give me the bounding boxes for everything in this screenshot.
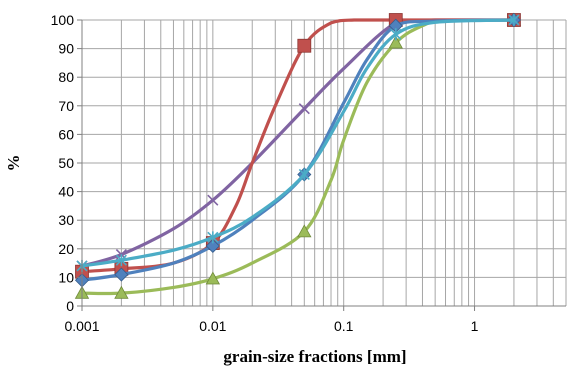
- x-axis-title: grain-size fractions [mm]: [223, 347, 406, 366]
- x-marker: [207, 194, 219, 206]
- y-tick-label: 90: [58, 41, 74, 57]
- grid-lines: [81, 19, 567, 307]
- y-tick-label: 0: [66, 298, 74, 314]
- x-marker: [298, 103, 310, 115]
- y-tick-label: 80: [58, 69, 74, 85]
- series-layer: [74, 12, 522, 299]
- star-marker: [390, 28, 402, 41]
- x-tick-label: 0.01: [199, 318, 226, 334]
- diamond-marker: [114, 267, 129, 282]
- series-line: [80, 18, 516, 274]
- x-tick-label: 0.001: [64, 318, 99, 334]
- x-marker-stroke: [298, 103, 310, 115]
- y-tick-label: 60: [58, 126, 74, 142]
- y-tick-label: 50: [58, 155, 74, 171]
- star-marker: [298, 168, 310, 181]
- series-line: [80, 18, 516, 296]
- axes: [77, 19, 566, 311]
- square-marker: [297, 38, 312, 53]
- x-marker-stroke: [207, 194, 219, 206]
- y-tick-label: 20: [58, 241, 74, 257]
- y-tick-label: 100: [51, 12, 75, 28]
- triangle-marker: [297, 224, 312, 238]
- triangle-marker: [114, 285, 129, 299]
- y-axis-title: %: [4, 155, 23, 172]
- diamond-marker: [205, 238, 220, 254]
- triangle-marker: [388, 35, 403, 49]
- star-marker: [508, 14, 520, 26]
- star-marker: [115, 254, 127, 267]
- y-tick-label: 40: [58, 184, 74, 200]
- series-5: [76, 14, 520, 272]
- x-tick-label: 0.1: [334, 318, 354, 334]
- y-tick-label: 70: [58, 98, 74, 114]
- star-marker: [207, 231, 219, 244]
- y-tick-label: 10: [58, 269, 74, 285]
- triangle-marker: [205, 271, 221, 285]
- y-tick-label: 30: [58, 212, 74, 228]
- x-tick-label: 1: [471, 318, 479, 334]
- tick-labels: 0 10 20 30 40 50 60 70 80 90 100 0.001 0.01 0.1 1: [51, 12, 479, 334]
